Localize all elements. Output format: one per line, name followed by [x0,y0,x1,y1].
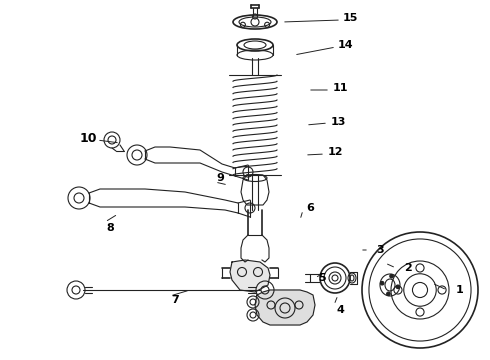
Text: 14: 14 [337,40,353,50]
Text: 11: 11 [332,83,348,93]
Text: 1: 1 [456,285,464,295]
Text: 2: 2 [404,263,412,273]
Text: 12: 12 [327,147,343,157]
Circle shape [380,282,384,285]
Text: 7: 7 [171,295,179,305]
Circle shape [396,285,400,289]
Text: 13: 13 [330,117,345,127]
Text: 9: 9 [216,173,224,183]
Text: 10: 10 [79,131,97,144]
Text: 8: 8 [106,223,114,233]
Text: 5: 5 [318,273,326,283]
Text: 15: 15 [343,13,358,23]
Text: 4: 4 [336,305,344,315]
Circle shape [390,274,393,278]
Polygon shape [255,290,315,325]
Polygon shape [230,260,270,292]
Text: 6: 6 [306,203,314,213]
Circle shape [387,292,390,296]
Text: 3: 3 [376,245,384,255]
